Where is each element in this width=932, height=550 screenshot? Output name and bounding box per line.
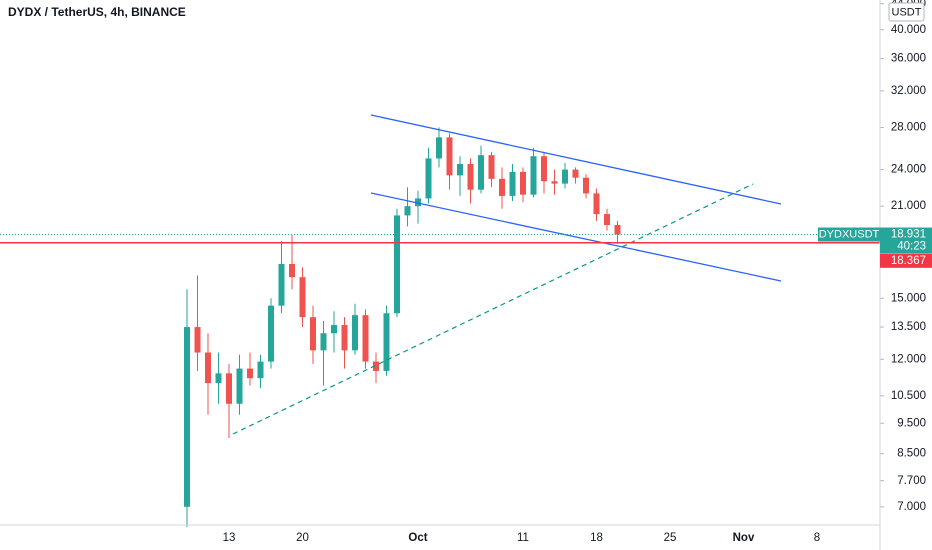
currency-label[interactable]: USDT	[892, 6, 922, 18]
channel-lower-line	[370, 192, 782, 282]
y-tick-label: 21.000	[891, 200, 926, 212]
y-tick-label: 13.500	[891, 321, 926, 333]
x-tick-label: 20	[296, 532, 309, 544]
last-price-label: 18.931	[891, 229, 926, 241]
x-tick-label: 13	[223, 532, 236, 544]
price-levels	[0, 234, 880, 244]
level-tag	[880, 253, 932, 268]
symbol-tag-label: DYDXUSDT	[819, 228, 880, 240]
x-tick-label: 11	[517, 532, 529, 544]
candle-body	[499, 178, 505, 196]
y-tick-label: 7.000	[897, 501, 926, 513]
chart-title: DYDX / TetherUS, 4h, BINANCE	[8, 5, 186, 19]
candle-body	[205, 352, 211, 384]
candle-body	[520, 171, 526, 195]
y-tick-label: 8.500	[897, 448, 926, 460]
channel-upper-line	[370, 114, 782, 205]
candle-body	[362, 315, 369, 362]
candle-body	[373, 361, 379, 371]
candle-body	[331, 325, 337, 334]
candle-body	[457, 163, 463, 176]
candle-body	[278, 263, 285, 306]
trend-drawings	[232, 114, 782, 435]
candle-body	[289, 263, 295, 278]
candle-body	[593, 193, 600, 215]
candle-body	[551, 181, 558, 184]
countdown-label: 40:23	[897, 241, 926, 253]
candle-body	[383, 313, 390, 371]
candle-body	[572, 169, 579, 178]
candle-body	[247, 368, 253, 379]
candle-body	[215, 373, 222, 384]
candle-body	[184, 327, 190, 507]
support-trendline	[232, 183, 754, 435]
symbol-tag	[818, 227, 880, 242]
candle-body	[530, 156, 537, 195]
x-tick-label: 25	[664, 532, 677, 544]
level-label: 18.367	[891, 255, 926, 267]
candle-body	[446, 137, 453, 176]
candle-body	[404, 206, 411, 216]
candle-body	[394, 215, 400, 314]
y-tick-label: 10.500	[891, 390, 926, 402]
x-tick-label: 8	[814, 532, 820, 544]
y-tick-label: 40.000	[891, 24, 926, 36]
candle-body	[226, 373, 232, 404]
x-tick-label: Nov	[733, 532, 755, 544]
candle-body	[583, 177, 589, 194]
y-tick-label: 28.000	[891, 121, 926, 133]
currency-box[interactable]	[888, 2, 925, 22]
candle-body	[425, 158, 432, 199]
candle-body	[541, 156, 547, 182]
last-price-tag	[880, 227, 932, 254]
candle-body	[478, 155, 484, 190]
tick-layer: 7.000 7.700 8.500 9.500 10.500 12.000 13.500 15…	[223, 0, 926, 544]
candle-body	[509, 171, 516, 196]
candle-body	[236, 368, 243, 404]
candle-body	[415, 198, 421, 207]
candle-body	[604, 214, 610, 226]
candle-body	[299, 277, 306, 318]
candle-body	[614, 225, 621, 235]
y-tick-label: 12.000	[891, 353, 926, 365]
candle-body	[467, 163, 474, 190]
y-tick-label: 24.000	[891, 164, 926, 176]
candle-body	[194, 327, 201, 353]
candle-body	[341, 325, 348, 351]
candle-body	[562, 169, 568, 184]
y-tick-label: 36.000	[891, 53, 926, 65]
y-tick-label: 7.700	[897, 475, 926, 487]
y-tick-label: 9.500	[897, 417, 926, 429]
candle-body	[352, 315, 358, 351]
candle-body	[257, 361, 264, 379]
x-tick-label: 18	[590, 532, 603, 544]
candles	[184, 127, 621, 528]
candle-body	[436, 137, 442, 159]
x-tick-label: Oct	[408, 532, 427, 544]
candle-body	[310, 317, 316, 351]
candle-body	[268, 305, 274, 362]
candle-body	[320, 333, 327, 351]
y-tick-label: 15.000	[891, 292, 926, 304]
y-tick-label: 32.000	[891, 85, 926, 97]
candle-body	[488, 155, 495, 179]
